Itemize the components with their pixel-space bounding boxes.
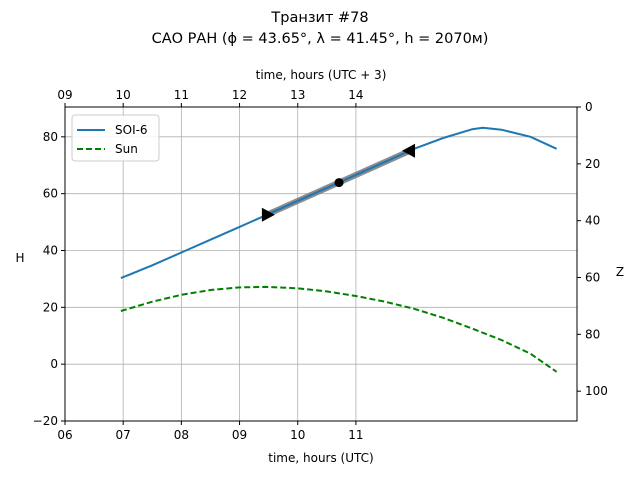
- x-tick-label: 10: [290, 428, 305, 442]
- chart-subtitle: САО РАН (ϕ = 43.65°, λ = 41.45°, h = 207…: [152, 31, 489, 47]
- x-tick-label: 09: [232, 428, 247, 442]
- x-tick-label: 06: [57, 428, 72, 442]
- legend-label-sun: Sun: [115, 142, 138, 156]
- x-top-tick-label: 14: [348, 88, 363, 102]
- y-tick-label: 40: [43, 244, 58, 258]
- series-line-soi6: [120, 126, 558, 280]
- y-tick-label: 0: [50, 357, 58, 371]
- x-top-tick-label: 13: [290, 88, 305, 102]
- y-axis-label: H: [15, 251, 24, 265]
- y-tick-label: −20: [33, 414, 58, 428]
- transit-start-marker: [261, 207, 275, 222]
- y-right-tick-label: 100: [585, 384, 608, 398]
- x-top-tick-label: 11: [174, 88, 189, 102]
- y-tick-label: 80: [43, 130, 58, 144]
- y-right-tick-label: 20: [585, 157, 600, 171]
- transit-mid-marker: [334, 178, 344, 188]
- x-top-tick-label: 10: [116, 88, 131, 102]
- y-tick-label: 20: [43, 300, 58, 314]
- transit-end-marker: [402, 143, 416, 158]
- legend-label-soi6: SOI-6: [115, 123, 148, 137]
- legend: SOI-6 Sun: [71, 114, 160, 162]
- y-right-tick-label: 0: [585, 100, 593, 114]
- x-tick-label: 11: [348, 428, 363, 442]
- x-top-tick-label: 09: [57, 88, 72, 102]
- x-top-tick-label: 12: [232, 88, 247, 102]
- y-axis-right-label: Z: [616, 265, 624, 279]
- y-right-tick-label: 60: [585, 270, 600, 284]
- y-right-tick-label: 80: [585, 327, 600, 341]
- x-axis-label: time, hours (UTC): [268, 451, 373, 465]
- chart-title: Транзит #78: [270, 10, 368, 26]
- series-line-sun: [120, 285, 558, 373]
- x-axis-top-label: time, hours (UTC + 3): [256, 68, 387, 82]
- x-tick-label: 07: [116, 428, 131, 442]
- y-tick-label: 60: [43, 187, 58, 201]
- plot-frame: [64, 106, 578, 422]
- y-right-tick-label: 40: [585, 214, 600, 228]
- x-tick-label: 08: [174, 428, 189, 442]
